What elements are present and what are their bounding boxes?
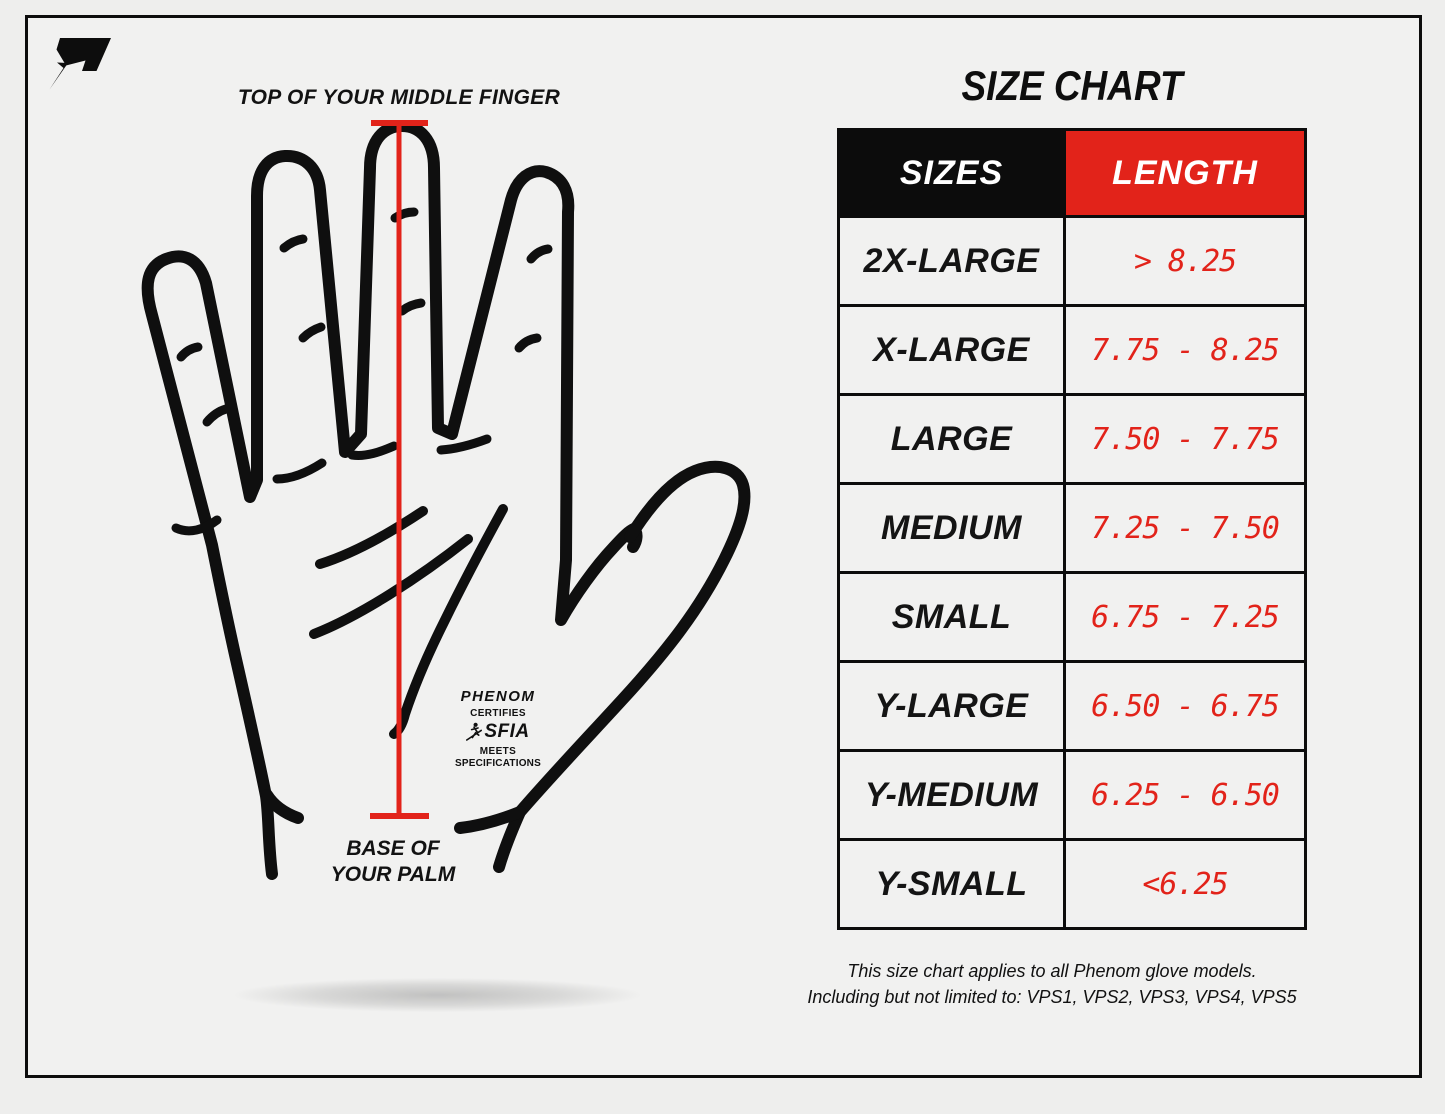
size-chart-title: SIZE CHART xyxy=(961,62,1183,109)
certification-block: PHENOM CERTIFIES SFIA MEETS SPECIFICATIO… xyxy=(428,688,568,769)
length-cell-large: 7.50 - 7.75 xyxy=(1066,396,1304,482)
palm-bottom-edge xyxy=(454,806,526,834)
length-cell-y-large: 6.50 - 6.75 xyxy=(1066,663,1304,749)
cert-certifies-label: CERTIFIES xyxy=(470,708,526,719)
size-cell-medium: MEDIUM xyxy=(840,485,1063,571)
length-cell-medium: 7.25 - 7.50 xyxy=(1066,485,1304,571)
palm-crease-lines xyxy=(309,504,508,739)
size-chart-table: SIZES LENGTH 2X-LARGE > 8.25 X-LARGE 7.7… xyxy=(837,128,1307,930)
hand-drop-shadow xyxy=(165,972,710,1018)
base-of-palm-line2: YOUR PALM xyxy=(330,863,456,886)
size-cell-2x-large: 2X-LARGE xyxy=(840,218,1063,304)
finger-crease-marks xyxy=(171,207,553,536)
size-cell-large: LARGE xyxy=(840,396,1063,482)
size-cell-y-small: Y-SMALL xyxy=(840,841,1063,927)
measurement-line xyxy=(370,120,429,819)
cert-meets-label: MEETS xyxy=(479,746,517,757)
hand-outline xyxy=(141,120,751,880)
cert-sfia-wordmark: SFIA xyxy=(484,721,530,742)
length-cell-y-small: <6.25 xyxy=(1066,841,1304,927)
top-of-middle-finger-label: TOP OF YOUR MIDDLE FINGER xyxy=(237,86,561,109)
hand-diagram xyxy=(141,120,751,880)
phenom-logo-icon xyxy=(49,38,111,90)
footer-line1: This size chart applies to all Phenom gl… xyxy=(847,961,1257,981)
column-header-sizes: SIZES xyxy=(840,131,1063,215)
footer-note: This size chart applies to all Phenom gl… xyxy=(772,958,1332,1010)
size-cell-x-large: X-LARGE xyxy=(840,307,1063,393)
base-of-palm-label: BASE OF YOUR PALM xyxy=(273,836,513,888)
thumb-outline-path xyxy=(493,460,751,873)
length-cell-x-large: 7.75 - 8.25 xyxy=(1066,307,1304,393)
cert-specifications-label: SPECIFICATIONS xyxy=(455,758,541,769)
cert-phenom-wordmark: PHENOM xyxy=(460,688,536,705)
hand-outline-path xyxy=(141,120,640,880)
length-cell-2x-large: > 8.25 xyxy=(1066,218,1304,304)
size-cell-y-large: Y-LARGE xyxy=(840,663,1063,749)
footer-line2: Including but not limited to: VPS1, VPS2… xyxy=(807,987,1297,1007)
base-of-palm-line1: BASE OF xyxy=(346,837,440,860)
size-cell-small: SMALL xyxy=(840,574,1063,660)
sfia-runner-icon xyxy=(466,722,483,741)
column-header-length: LENGTH xyxy=(1066,131,1304,215)
size-cell-y-medium: Y-MEDIUM xyxy=(840,752,1063,838)
length-cell-y-medium: 6.25 - 6.50 xyxy=(1066,752,1304,838)
wrist-hook xyxy=(261,789,304,824)
length-cell-small: 6.75 - 7.25 xyxy=(1066,574,1304,660)
